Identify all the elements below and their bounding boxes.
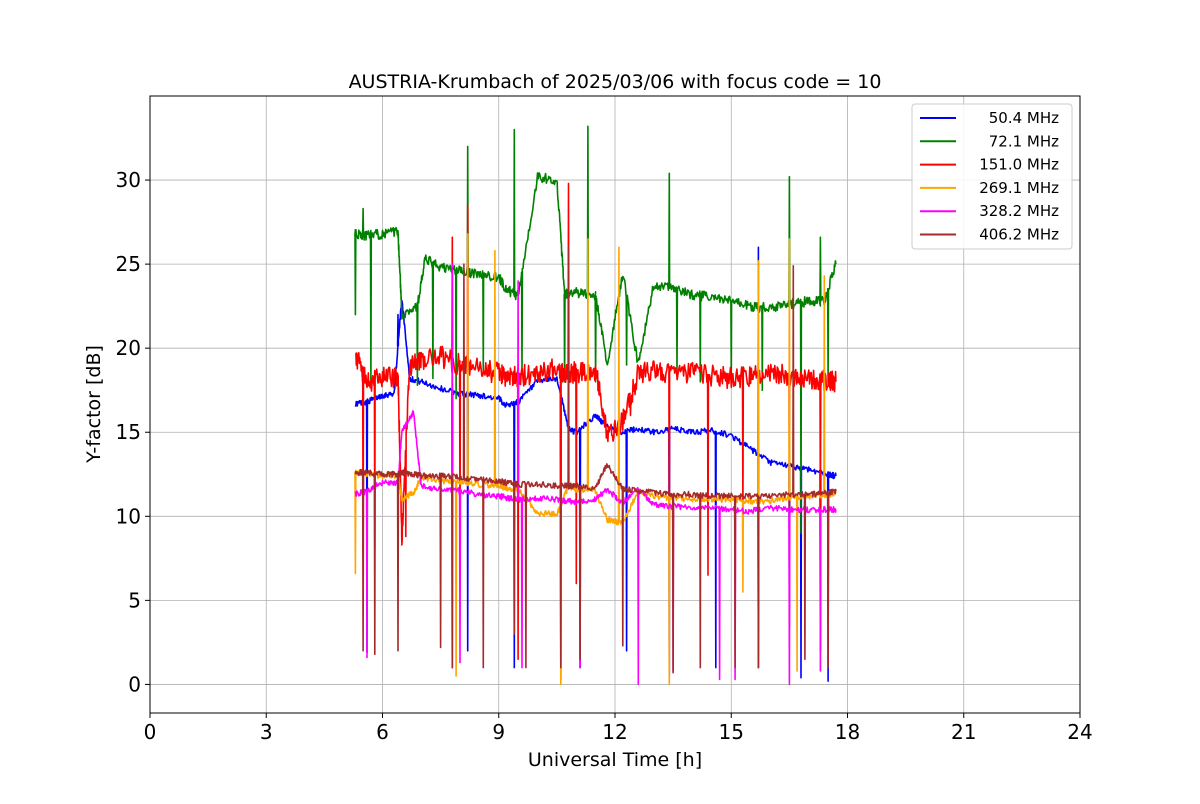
series-line-72-1-mhz (354, 125, 837, 534)
x-tick-label: 12 (602, 720, 627, 744)
axis-ticks: 0 3 6 9 12 15 18 21 24 0 5 10 15 20 25 30 (116, 168, 1093, 744)
legend-label: 328.2 MHz (979, 202, 1059, 220)
y-tick-label: 15 (116, 420, 141, 444)
series-line-50-4-mhz (354, 246, 837, 682)
x-tick-label: 9 (492, 720, 505, 744)
y-tick-label: 25 (116, 252, 141, 276)
y-tick-label: 30 (116, 168, 141, 192)
x-tick-label: 24 (1067, 720, 1092, 744)
x-tick-label: 18 (835, 720, 860, 744)
legend: 50.4 MHz 72.1 MHz 151.0 MHz 269.1 MHz 328.2 … (911, 103, 1073, 250)
legend-label: 269.1 MHz (979, 179, 1059, 197)
x-tick-label: 3 (260, 720, 273, 744)
y-tick-label: 20 (116, 336, 141, 360)
series-layer (354, 125, 837, 686)
series-line-151-0-mhz (355, 182, 837, 660)
x-axis-label: Universal Time [h] (528, 749, 702, 771)
y-axis-label: Y-factor [dB] (83, 345, 105, 464)
legend-label: 50.4 MHz (989, 109, 1059, 127)
x-tick-label: 6 (376, 720, 389, 744)
y-tick-label: 0 (128, 672, 141, 696)
series-line-328-2-mhz (354, 263, 837, 686)
y-tick-label: 10 (116, 504, 141, 528)
legend-label: 72.1 MHz (989, 132, 1059, 150)
legend-box (911, 103, 1073, 250)
chart-title: AUSTRIA-Krumbach of 2025/03/06 with focu… (349, 71, 882, 93)
legend-label: 151.0 MHz (979, 156, 1059, 174)
x-tick-label: 21 (951, 720, 976, 744)
y-tick-label: 5 (128, 588, 141, 612)
x-tick-label: 15 (719, 720, 744, 744)
series-line-406-2-mhz (354, 246, 837, 674)
x-tick-label: 0 (144, 720, 157, 744)
legend-label: 406.2 MHz (979, 226, 1059, 244)
